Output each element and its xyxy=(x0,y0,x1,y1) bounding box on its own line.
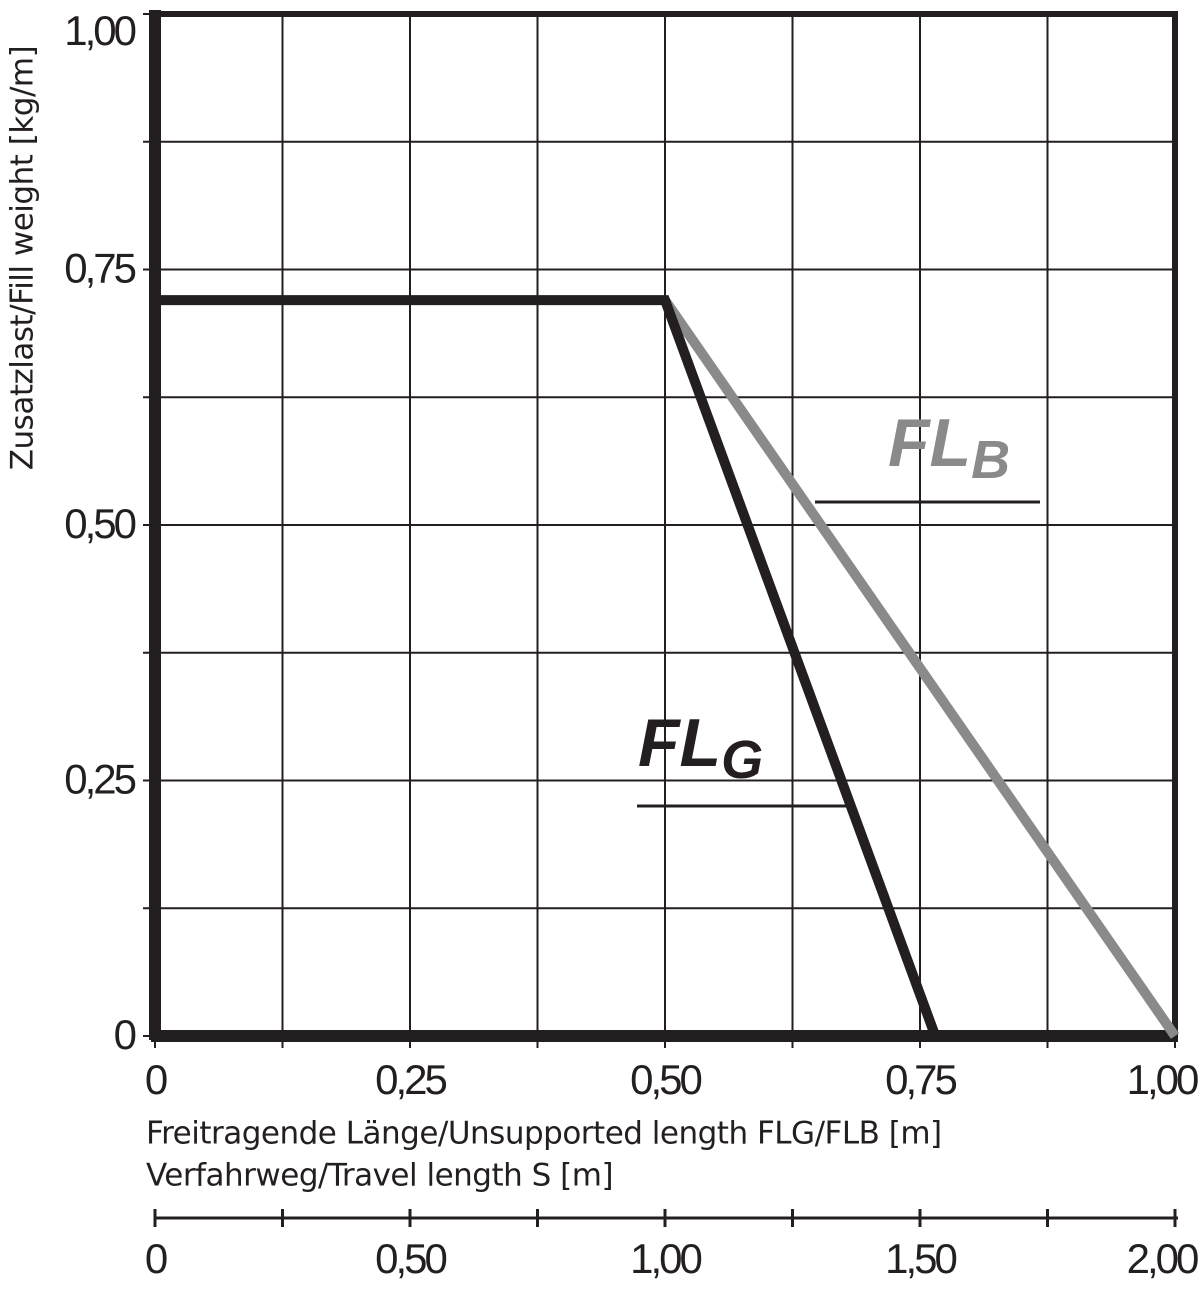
x2-tick-label: 2,00 xyxy=(1127,1235,1198,1282)
y-tick-label: 0 xyxy=(114,1011,136,1058)
series-subscript: G xyxy=(721,730,763,790)
series-label: FLG xyxy=(638,705,763,790)
x-tick-label: 0,25 xyxy=(375,1056,446,1103)
x-axis-title: Freitragende Länge/Unsupported length FL… xyxy=(146,1116,942,1152)
series-name: FL xyxy=(638,705,721,781)
x-tick-label: 0 xyxy=(145,1056,167,1103)
x2-tick-label: 0 xyxy=(145,1235,167,1282)
x2-tick-label: 1,00 xyxy=(630,1235,701,1282)
x-tick-label: 0,75 xyxy=(885,1056,956,1103)
series-name: FL xyxy=(888,405,971,481)
y-tick-label: 0,75 xyxy=(64,245,135,292)
series-line xyxy=(155,295,940,1038)
x2-tick-label: 1,50 xyxy=(885,1235,956,1282)
y-tick-label: 0,25 xyxy=(64,756,135,803)
y-tick-label: 1,00 xyxy=(64,7,135,54)
x2-axis-title: Verfahrweg/Travel length S [m] xyxy=(146,1158,613,1194)
x-tick-label: 0,50 xyxy=(630,1056,701,1103)
series-label: FLB xyxy=(888,405,1010,490)
x-tick-label: 1,00 xyxy=(1127,1056,1198,1103)
series-subscript: B xyxy=(971,430,1010,490)
y-tick-label: 0,50 xyxy=(64,500,135,547)
y-axis-title: Zusatzlast/Fill weight [kg/m] xyxy=(5,46,41,470)
x2-tick-label: 0,50 xyxy=(375,1235,446,1282)
series-line xyxy=(660,297,1180,1039)
